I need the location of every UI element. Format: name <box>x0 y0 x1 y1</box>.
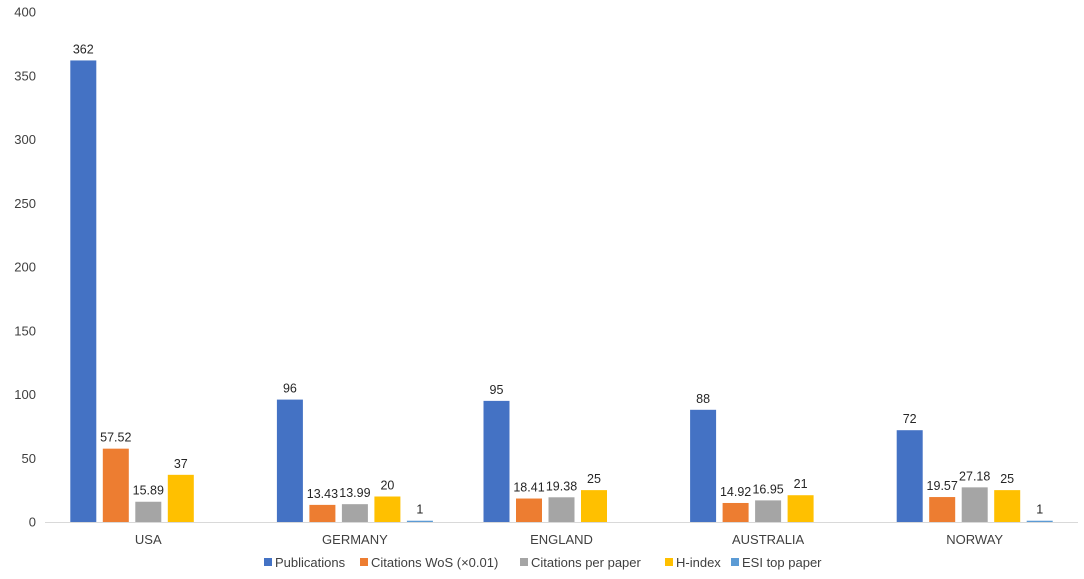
y-tick-label: 0 <box>29 515 36 530</box>
legend-swatch <box>731 558 739 566</box>
y-tick-label: 150 <box>14 323 36 338</box>
bar-citations-per-paper-australia <box>755 500 782 522</box>
bar-citations-per-paper-england <box>548 497 575 522</box>
bar-citations-wos-0-01-germany <box>309 504 336 522</box>
legend-swatch <box>520 558 528 566</box>
data-label: 14.92 <box>720 485 751 499</box>
data-label: 25 <box>587 472 601 486</box>
x-tick-label: AUSTRALIA <box>732 532 805 547</box>
bar-h-index-germany <box>374 496 401 522</box>
y-tick-label: 250 <box>14 196 36 211</box>
bar-citations-wos-0-01-usa <box>102 448 129 522</box>
y-tick-label: 350 <box>14 68 36 83</box>
y-tick-label: 400 <box>14 5 36 20</box>
data-label: 27.18 <box>959 469 990 483</box>
legend-swatch <box>360 558 368 566</box>
legend-label: ESI top paper <box>742 555 822 570</box>
data-label: 19.57 <box>927 479 958 493</box>
data-label: 20 <box>380 479 394 493</box>
y-tick-label: 200 <box>14 260 36 275</box>
bar-h-index-australia <box>787 495 814 522</box>
bar-citations-wos-0-01-australia <box>722 502 749 522</box>
legend-label: Citations WoS (×0.01) <box>371 555 498 570</box>
y-axis: 0 50 100 150 200 250 300 350 400 <box>14 5 36 530</box>
data-label: 1 <box>416 503 423 517</box>
data-label: 18.41 <box>513 481 544 495</box>
data-label: 21 <box>794 477 808 491</box>
bar-citations-per-paper-germany <box>341 504 368 522</box>
bar-h-index-usa <box>167 474 194 522</box>
bar-h-index-england <box>581 490 607 522</box>
bar-series-group <box>70 60 1053 522</box>
legend-label: Publications <box>275 555 346 570</box>
data-label: 362 <box>73 42 94 56</box>
legend-label: Citations per paper <box>531 555 642 570</box>
data-label: 1 <box>1036 503 1043 517</box>
data-label: 19.38 <box>546 479 577 493</box>
bar-esi-top-paper-germany <box>406 520 433 522</box>
data-label: 95 <box>490 383 504 397</box>
data-label: 25 <box>1000 472 1014 486</box>
data-label: 37 <box>174 457 188 471</box>
data-label: 96 <box>283 382 297 396</box>
bar-esi-top-paper-norway <box>1026 520 1053 522</box>
bar-citations-wos-0-01-norway <box>929 497 956 522</box>
bar-publications-australia <box>690 409 717 522</box>
x-tick-label: ENGLAND <box>530 532 593 547</box>
y-tick-label: 100 <box>14 387 36 402</box>
data-label: 72 <box>903 412 917 426</box>
x-axis: USA GERMANY ENGLAND AUSTRALIA NORWAY <box>45 522 1078 547</box>
legend-swatch <box>264 558 272 566</box>
data-label: 88 <box>696 392 710 406</box>
bar-publications-germany <box>276 399 303 522</box>
bar-citations-per-paper-usa <box>135 501 162 522</box>
data-label: 13.99 <box>339 486 370 500</box>
legend-label: H-index <box>676 555 721 570</box>
data-label: 13.43 <box>307 487 338 501</box>
bar-h-index-norway <box>994 490 1021 522</box>
y-tick-label: 300 <box>14 132 36 147</box>
bar-citations-wos-0-01-england <box>516 498 542 522</box>
x-tick-label: USA <box>135 532 162 547</box>
legend-swatch <box>665 558 673 566</box>
y-tick-label: 50 <box>22 451 36 466</box>
legend: Publications Citations WoS (×0.01) Citatio… <box>264 555 822 570</box>
bar-publications-england <box>483 400 510 522</box>
bar-publications-usa <box>70 60 97 522</box>
bar-citations-per-paper-norway <box>961 487 988 522</box>
data-label: 15.89 <box>133 484 164 498</box>
data-label: 57.52 <box>100 431 131 445</box>
x-tick-label: GERMANY <box>322 532 388 547</box>
x-tick-label: NORWAY <box>946 532 1003 547</box>
bar-publications-norway <box>896 430 923 522</box>
data-label: 16.95 <box>752 482 783 496</box>
